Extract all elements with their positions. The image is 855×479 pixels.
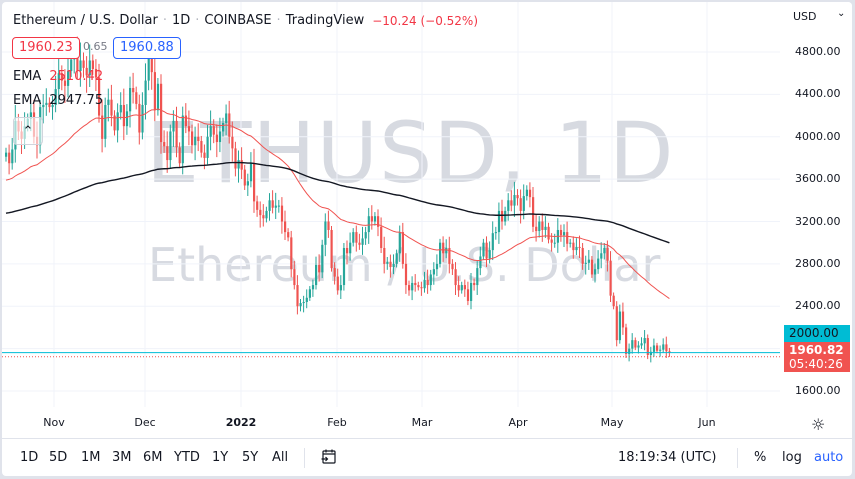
price-tick: 4000.00 <box>795 129 841 143</box>
price-tick: 4400.00 <box>795 87 841 101</box>
range-button-all[interactable]: All <box>272 450 289 465</box>
price-tick: 1600.00 <box>795 384 841 397</box>
range-button-1m[interactable]: 1M <box>81 450 101 465</box>
price-tick: 4800.00 <box>795 45 841 58</box>
bottom-toolbar: 1D 5D 1M 3M 6M YTD 1Y 5Y All 18:19:34 (UTC) % lo… <box>2 438 852 476</box>
ema-fast-legend[interactable]: EMA 2510.42 <box>13 69 103 84</box>
time-tick: Jun <box>698 416 716 429</box>
range-button-1y[interactable]: 1Y <box>212 450 229 465</box>
time-tick: 2022 <box>225 416 257 429</box>
time-tick: Feb <box>327 416 347 429</box>
ema-slow-value: 2947.75 <box>49 93 104 108</box>
time-axis[interactable]: Nov Dec 2022 Feb Mar Apr May Jun <box>2 407 780 437</box>
toolbar-divider <box>304 448 305 468</box>
utc-clock[interactable]: 18:19:34 (UTC) <box>618 450 717 465</box>
time-tick: Mar <box>411 416 433 429</box>
settings-gear-icon[interactable]: ☼ <box>811 415 826 434</box>
chevron-down-icon[interactable]: ⌄ <box>837 8 846 19</box>
bar-countdown: 05:40:26 <box>789 357 843 371</box>
ema-fast-value: 2510.42 <box>49 69 104 84</box>
time-tick: Apr <box>508 416 528 429</box>
percent-scale-toggle[interactable]: % <box>754 450 767 465</box>
price-tick: 2400.00 <box>795 299 841 313</box>
price-tick: 3200.00 <box>795 214 841 228</box>
log-scale-toggle[interactable]: log <box>782 450 802 465</box>
exchange: COINBASE <box>204 13 272 28</box>
collapse-legend-button[interactable]: ⌃ <box>13 117 43 145</box>
time-tick: Nov <box>43 416 65 429</box>
range-button-ytd[interactable]: YTD <box>174 450 200 465</box>
time-tick: Dec <box>134 416 156 429</box>
range-button-1d[interactable]: 1D <box>20 450 39 465</box>
price-axis[interactable]: USD ⌄ 4800.00 4400.00 4000.00 3600.00 3200.0… <box>780 2 852 434</box>
ema-slow-legend[interactable]: EMA 2947.75 <box>13 93 103 108</box>
price-tick: 3600.00 <box>795 172 841 186</box>
price-plot[interactable] <box>2 2 780 407</box>
interval[interactable]: 1D <box>171 13 191 28</box>
chevron-up-icon: ⌃ <box>22 124 34 139</box>
symbol-name[interactable]: Ethereum / U.S. Dollar <box>13 13 158 28</box>
source: TradingView <box>285 13 365 28</box>
sell-price-button[interactable]: 1960.23 <box>12 37 80 59</box>
toolbar-divider <box>737 448 738 468</box>
auto-scale-toggle[interactable]: auto <box>814 450 844 465</box>
range-button-6m[interactable]: 6M <box>143 450 163 465</box>
alert-price-label: 2000.00 <box>784 325 850 342</box>
goto-date-calendar-icon[interactable] <box>320 448 338 470</box>
last-price-label: 1960.82 05:40:26 <box>784 342 850 372</box>
price-tick: 2800.00 <box>795 256 841 270</box>
range-button-3m[interactable]: 3M <box>112 450 132 465</box>
spread-value: 0.65 <box>83 40 108 53</box>
ema-slow-name: EMA <box>13 93 42 108</box>
buy-price-button[interactable]: 1960.88 <box>113 37 181 59</box>
last-price: 1960.82 <box>789 343 844 357</box>
ema-fast-name: EMA <box>13 69 42 84</box>
time-tick: May <box>600 416 624 429</box>
chart-header: Ethereum / U.S. Dollar · 1D · COINBASE ·… <box>13 13 478 28</box>
currency-selector[interactable]: USD <box>793 10 817 23</box>
price-change: −10.24 (−0.52%) <box>372 13 478 28</box>
range-button-5y[interactable]: 5Y <box>242 450 259 465</box>
range-button-5d[interactable]: 5D <box>49 450 68 465</box>
chart-pane[interactable]: ETHUSD, 1D Ethereum / U.S. Dollar Ethere… <box>2 2 780 407</box>
